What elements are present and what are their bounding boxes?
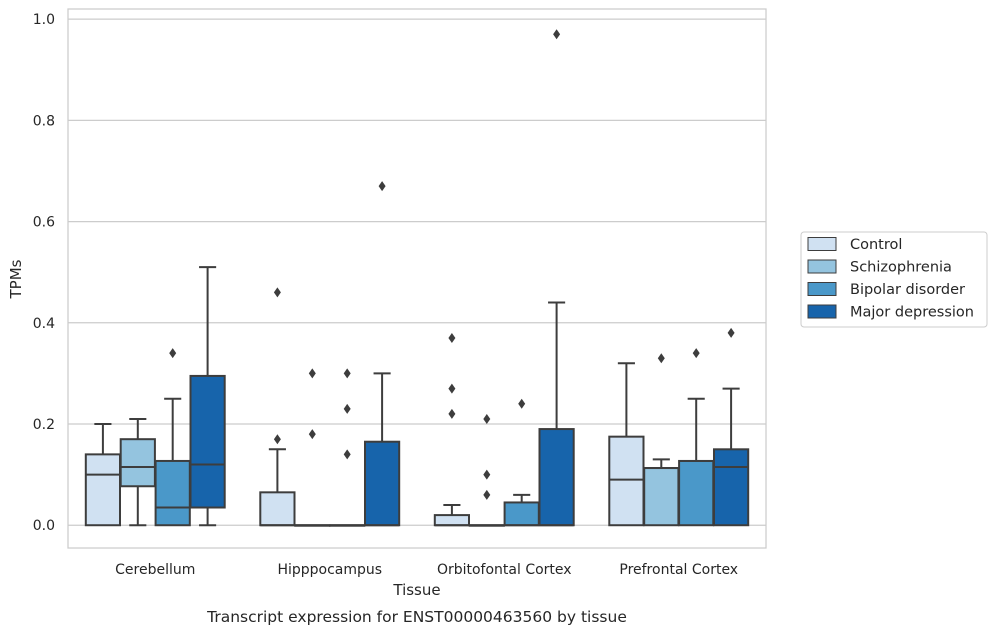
outlier-point bbox=[657, 353, 665, 364]
y-tick-label: 0.0 bbox=[33, 518, 55, 534]
outlier-point bbox=[378, 181, 386, 192]
outlier-point bbox=[553, 29, 561, 40]
legend: Control Schizophrenia Bipolar disorder Majo… bbox=[800, 231, 988, 328]
legend-swatch bbox=[807, 304, 837, 319]
box bbox=[503, 398, 540, 527]
box bbox=[468, 413, 505, 527]
y-tick-label: 1.0 bbox=[33, 12, 55, 28]
box-body bbox=[608, 435, 645, 527]
box bbox=[189, 266, 226, 527]
legend-label: Bipolar disorder bbox=[850, 282, 965, 298]
box bbox=[433, 332, 471, 527]
outlier-point bbox=[518, 398, 526, 409]
box-body bbox=[503, 501, 540, 527]
x-axis-ticks: Cerebellum Hipppocampus Orbitofontal Corte… bbox=[115, 562, 738, 578]
box-series bbox=[84, 29, 750, 527]
box-body bbox=[259, 491, 296, 527]
outlier-point bbox=[308, 368, 316, 379]
outlier-point bbox=[483, 413, 491, 424]
y-tick-label: 0.8 bbox=[33, 113, 55, 129]
legend-label: Schizophrenia bbox=[850, 260, 952, 276]
box-body bbox=[154, 459, 191, 527]
box bbox=[119, 417, 156, 527]
legend-label: Major depression bbox=[850, 305, 974, 321]
box bbox=[643, 353, 680, 527]
box-body bbox=[643, 467, 680, 527]
outlier-point bbox=[273, 287, 281, 298]
outlier-point bbox=[692, 348, 700, 359]
outlier-point bbox=[343, 449, 351, 460]
y-axis-ticks: 0.0 0.2 0.4 0.6 0.8 1.0 bbox=[33, 12, 55, 534]
y-tick-label: 0.2 bbox=[33, 417, 55, 433]
outlier-point bbox=[448, 383, 456, 394]
box bbox=[329, 368, 366, 527]
legend-swatch bbox=[807, 259, 837, 274]
box-body bbox=[119, 438, 156, 488]
box-body bbox=[712, 448, 750, 527]
box-body bbox=[433, 514, 471, 527]
box bbox=[294, 368, 331, 527]
y-axis-title: TPMs bbox=[7, 259, 25, 299]
outlier-point bbox=[727, 327, 735, 338]
box bbox=[608, 362, 645, 527]
outlier-point bbox=[448, 408, 456, 419]
box bbox=[363, 181, 401, 527]
series-schizophrenia bbox=[119, 353, 680, 527]
box bbox=[84, 423, 122, 527]
box bbox=[259, 287, 296, 527]
box bbox=[678, 348, 715, 527]
box-body bbox=[189, 374, 226, 509]
legend-swatch bbox=[807, 282, 837, 296]
plot-area-frame bbox=[67, 8, 767, 549]
outlier-point bbox=[308, 429, 316, 440]
legend-swatch bbox=[807, 237, 837, 251]
x-tick-label: Orbitofontal Cortex bbox=[437, 562, 572, 578]
x-axis-title: Tissue bbox=[392, 581, 440, 599]
box-body bbox=[538, 428, 575, 527]
outlier-point bbox=[343, 368, 351, 379]
box bbox=[154, 348, 191, 527]
outlier-point bbox=[483, 489, 491, 500]
x-tick-label: Prefrontal Cortex bbox=[619, 562, 738, 578]
series-control bbox=[84, 287, 645, 527]
outlier-point bbox=[483, 469, 491, 480]
outlier-point bbox=[343, 403, 351, 414]
x-tick-label: Cerebellum bbox=[115, 562, 195, 578]
x-tick-label: Hipppocampus bbox=[277, 562, 382, 578]
legend-frame bbox=[800, 231, 988, 328]
box-body bbox=[363, 440, 401, 527]
outlier-point bbox=[169, 348, 177, 359]
series-bipolar-disorder bbox=[154, 348, 715, 527]
box bbox=[538, 29, 575, 527]
box bbox=[712, 327, 750, 527]
series-major-depression bbox=[189, 29, 750, 527]
y-tick-label: 0.6 bbox=[33, 215, 55, 231]
outlier-point bbox=[273, 434, 281, 445]
outlier-point bbox=[448, 332, 456, 343]
box-body bbox=[84, 453, 122, 527]
y-tick-label: 0.4 bbox=[33, 316, 55, 332]
chart-caption: Transcript expression for ENST0000046356… bbox=[206, 608, 627, 626]
legend-label: Control bbox=[850, 237, 902, 253]
box-body bbox=[678, 459, 715, 527]
